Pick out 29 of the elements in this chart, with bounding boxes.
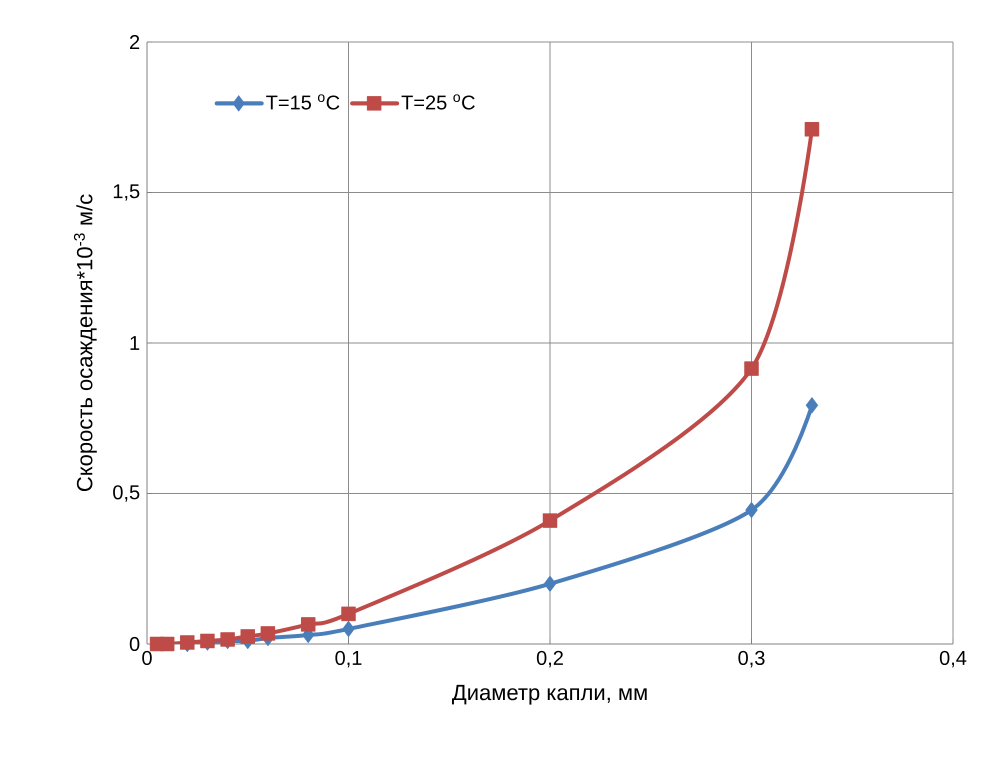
- x-tick-label: 0,4: [940, 650, 966, 668]
- point: [544, 576, 556, 592]
- x-axis-title: Диаметр капли, мм: [452, 684, 647, 705]
- point: [745, 502, 758, 518]
- x-tick-label: 0,3: [738, 650, 765, 668]
- point: [220, 632, 235, 647]
- y-tick-label: 1: [130, 336, 140, 350]
- y-tick-label: 0,5: [113, 485, 140, 502]
- legend-label: T=15 $^{o}$C: [266, 94, 340, 110]
- y-tick-label: 2: [130, 35, 140, 49]
- point: [240, 629, 256, 644]
- point: [160, 636, 174, 652]
- x-tick-label: 0: [142, 650, 152, 666]
- point: [180, 635, 195, 650]
- point: [744, 361, 759, 376]
- point: [260, 626, 276, 641]
- x-tick-label: 0,2: [536, 650, 563, 668]
- point: [806, 397, 818, 414]
- point: [300, 617, 316, 632]
- point: [342, 620, 355, 638]
- y-axis-title: Скорость осаждения*10$^{-3}$ м/с: [74, 194, 97, 492]
- point: [200, 634, 215, 648]
- legend-label: T=25 $^{o}$C: [402, 94, 475, 110]
- point: [804, 122, 820, 137]
- y-tick-label: 0: [130, 636, 140, 652]
- point: [542, 513, 558, 528]
- point: [341, 606, 356, 622]
- x-tick-label: 0,1: [335, 650, 362, 668]
- y-tick-label: 1,5: [114, 184, 140, 201]
